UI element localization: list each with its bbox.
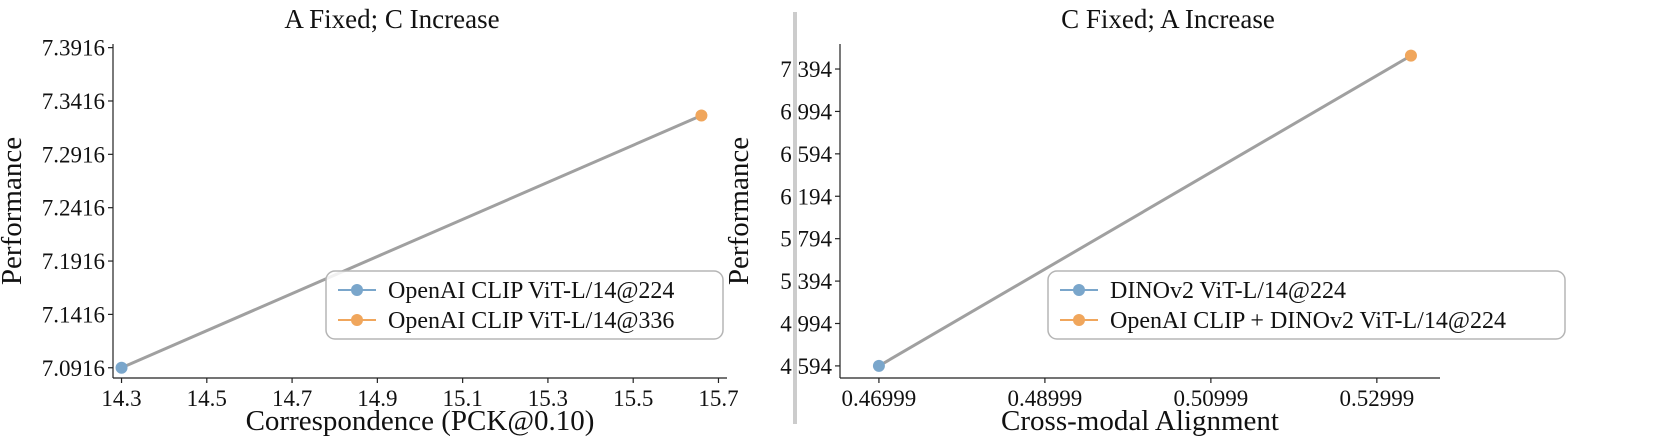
chart-1-legend: OpenAI CLIP ViT-L/14@224 OpenAI CLIP ViT-… [325,270,724,340]
chart-1-x-tick-label: 15.3 [528,386,568,411]
chart-1-title: A Fixed; C Increase [284,4,499,34]
chart-1-x-tick-label: 14.9 [357,386,397,411]
chart-1-x-axis-label: Correspondence (PCK@0.10) [246,405,595,437]
chart-2-point-1 [872,359,885,372]
chart-1-y-tick-label: 7.3916 [42,36,105,61]
chart-2-y-tick-label: 6.194 [780,184,832,209]
chart-1-legend-box [325,270,724,340]
chart-2: C Fixed; A Increase 0.46999 0.48999 0.50999… [723,4,1566,437]
chart-2-x-axis-label: Cross-modal Alignment [1001,405,1279,437]
chart-2-legend-label-2: OpenAI CLIP + DINOv2 ViT-L/14@224 [1110,308,1506,334]
chart-2-legend-box [1047,270,1566,340]
chart-2-y-tick-label: 4.594 [780,354,832,379]
chart-2-y-tick-label: 4.994 [780,311,832,336]
chart-2-y-tick-label: 7.394 [780,57,832,82]
chart-1-point-2 [695,109,708,122]
chart-2-y-tick-label: 5.394 [780,269,832,294]
chart-1-connector-line [120,114,703,370]
chart-1-legend-marker-2 [351,314,363,326]
chart-1-x-tick-label: 15.5 [613,386,653,411]
chart-1-y-tick-label: 7.1916 [42,249,105,274]
chart-2-y-axis-label: Performance [723,137,755,285]
chart-2-legend-marker-2 [1073,314,1085,326]
chart-1: A Fixed; C Increase 14.3 14.5 14.7 14.9 15.1 1… [0,4,739,437]
chart-1-legend-marker-1 [351,284,363,296]
chart-2-x-tick-label: 0.48999 [1008,386,1083,411]
chart-1-x-tick-label: 14.5 [187,386,227,411]
chart-1-y-tick-label: 7.3416 [42,89,105,114]
chart-2-y-tick-label: 5.794 [780,227,832,252]
chart-1-y-tick-label: 7.2916 [42,142,105,167]
chart-2-point-2 [1404,49,1417,62]
chart-1-y-tick-label: 7.0916 [42,356,105,381]
chart-2-legend-marker-1 [1073,284,1085,296]
chart-1-x-tick-label: 15.1 [443,386,483,411]
chart-1-x-tick-label: 14.7 [272,386,312,411]
chart-2-y-tick-label: 6.594 [780,142,832,167]
chart-1-legend-label-1: OpenAI CLIP ViT-L/14@224 [388,278,674,304]
chart-2-x-tick-label: 0.52999 [1339,386,1414,411]
chart-1-y-axis-label: Performance [0,137,28,285]
panel-divider [793,12,797,424]
chart-2-legend: DINOv2 ViT-L/14@224 OpenAI CLIP + DINOv2 … [1047,270,1566,340]
chart-1-x-tick-label: 14.3 [101,386,141,411]
chart-2-title: C Fixed; A Increase [1061,4,1275,34]
chart-1-y-tick-label: 7.1416 [42,302,105,327]
chart-2-x-tick-label: 0.46999 [842,386,917,411]
chart-2-connector-line [878,54,1412,368]
chart-1-point-1 [115,361,128,374]
chart-1-y-tick-label: 7.2416 [42,196,105,221]
chart-2-legend-label-1: DINOv2 ViT-L/14@224 [1110,278,1346,304]
chart-2-x-tick-label: 0.50999 [1173,386,1248,411]
chart-1-x-tick-label: 15.7 [698,386,738,411]
chart-1-legend-label-2: OpenAI CLIP ViT-L/14@336 [388,308,674,334]
chart-2-y-tick-label: 6.994 [780,99,832,124]
